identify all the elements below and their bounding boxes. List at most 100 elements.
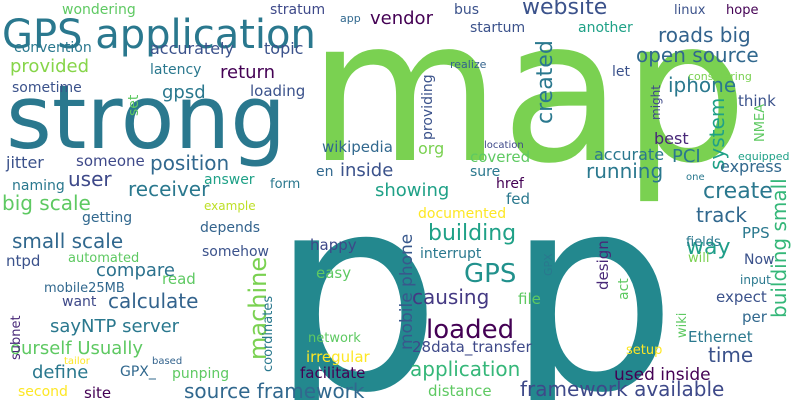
cloud-word: subnet [9,315,24,360]
cloud-word: way [686,235,731,260]
cloud-word: 28data_transfer [412,338,532,357]
cloud-word: facilitate [300,364,365,382]
cloud-word: wiki [675,313,690,338]
cloud-word: coordinates [261,296,276,372]
cloud-word: building small [767,178,791,318]
cloud-word: en [316,164,334,180]
cloud-word: input [740,273,771,287]
cloud-word: stratum [270,2,325,18]
cloud-word: PPS [742,224,770,242]
cloud-word: providing [420,74,436,140]
cloud-word: topic [264,39,303,58]
cloud-word: irregular [306,348,371,366]
cloud-word: another [578,20,633,36]
cloud-word: one [686,172,705,183]
cloud-word: open source [636,43,759,67]
cloud-word: gpsd [162,82,206,103]
cloud-word: convention [14,40,92,56]
cloud-word: punping [172,366,229,382]
cloud-word: machine [244,257,272,360]
cloud-word: website [522,0,607,20]
cloud-word: app [340,12,361,25]
cloud-word: showing [375,180,449,201]
cloud-word: p [506,137,677,400]
cloud-word: big scale [2,191,91,215]
cloud-word: location [484,140,524,151]
cloud-word: sayNTP server [50,316,180,337]
cloud-word: Ethernet [688,328,753,346]
cloud-word: vendor [370,8,434,29]
cloud-word: small scale [12,229,123,253]
cloud-word: user [68,167,112,191]
cloud-word: express [720,157,782,176]
cloud-word: position [150,151,229,175]
cloud-word: read [162,270,196,288]
cloud-word: map [308,0,748,207]
cloud-word: mobile25MB [44,281,125,296]
cloud-word: act [616,278,632,300]
cloud-word: NMEA [753,104,768,142]
cloud-word: latency [150,62,201,78]
cloud-word: startum [470,20,525,36]
cloud-word: design [594,240,612,290]
cloud-word: depends [200,220,260,236]
cloud-word: second [18,384,68,400]
cloud-word: covered [470,148,530,166]
cloud-word: documented [418,206,506,222]
cloud-word: hope [726,3,758,18]
cloud-word: used inside [614,365,711,385]
cloud-word: jitter [5,153,44,172]
cloud-word: compare [96,260,175,281]
cloud-word: href [496,176,525,192]
cloud-word: mobile phone [397,234,417,350]
cloud-word: sure [470,164,500,180]
cloud-word: bus [454,2,479,18]
cloud-word: causing [412,285,489,309]
cloud-word: file [518,290,541,308]
cloud-word: someone [76,152,145,170]
cloud-word: running [586,159,663,183]
cloud-word: loading [250,82,305,100]
cloud-word: PCI [672,146,701,167]
cloud-word: application [410,357,520,381]
cloud-word: GPX_ [120,364,157,380]
cloud-word: automated [68,251,139,266]
cloud-word: considering [688,70,752,83]
cloud-word: org [418,139,444,158]
cloud-word: interrupt [420,246,482,262]
cloud-word: might [649,85,663,120]
cloud-word: return [220,62,275,83]
cloud-word: wondering [62,2,136,18]
cloud-word: GPS [464,259,516,289]
cloud-word: receiver [128,177,210,201]
cloud-word: accurate [594,145,664,164]
cloud-word: getting [82,210,132,226]
cloud-word: fed [506,190,530,208]
cloud-word: building [428,221,516,246]
cloud-word: setup [626,343,662,358]
cloud-word: example [204,199,256,213]
cloud-word: roads big [658,23,751,47]
cloud-word: somehow [202,244,269,260]
cloud-word: fields [686,235,721,250]
cloud-word: set [126,94,142,116]
cloud-word: sometime [12,80,82,96]
cloud-word: strong [6,66,286,169]
cloud-word: track [696,203,747,227]
cloud-word: answer [204,172,255,188]
cloud-word: distance [428,382,492,400]
cloud-word: happy [310,236,357,254]
cloud-word: based [152,356,182,367]
cloud-word: think [738,92,776,110]
cloud-word: accurately [150,39,234,58]
cloud-word: will [688,251,709,266]
cloud-word: linux [674,3,706,18]
cloud-word: loaded [426,315,514,345]
cloud-word: provided [10,56,89,77]
cloud-word: created [533,40,558,124]
cloud-word: system [705,98,729,170]
cloud-word: p [270,137,441,400]
cloud-word: expect [716,288,767,306]
